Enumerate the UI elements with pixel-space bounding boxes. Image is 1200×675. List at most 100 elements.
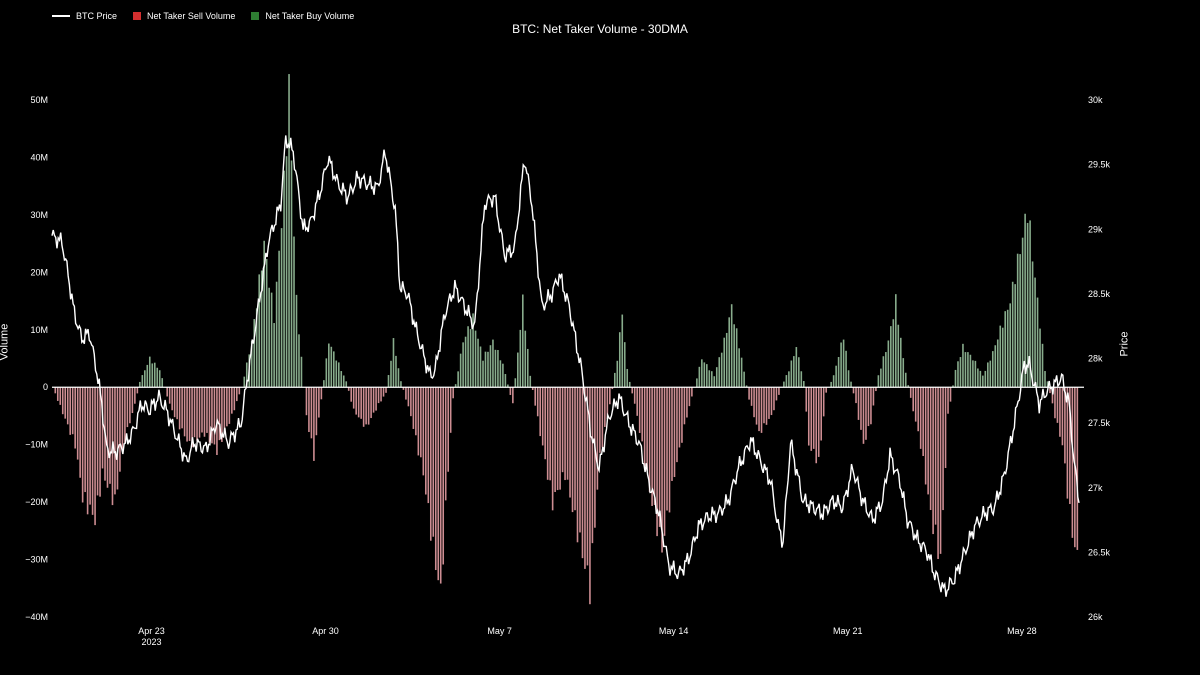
buy-volume-bar (967, 352, 969, 388)
sell-volume-bar (206, 387, 208, 433)
sell-volume-bar (775, 387, 778, 401)
buy-volume-bar (803, 381, 805, 388)
buy-volume-bar (342, 375, 345, 388)
sell-volume-bar (601, 387, 604, 448)
sell-volume-bar (86, 387, 89, 515)
buy-volume-bar (255, 308, 258, 388)
sell-volume-bar (347, 387, 350, 391)
buy-volume-bar (1014, 284, 1016, 388)
sell-volume-bar (372, 387, 375, 413)
buy-volume-bar (718, 357, 721, 388)
buy-volume-bar (395, 355, 397, 388)
sell-volume-bar (126, 387, 129, 428)
legend-item-buy[interactable]: Net Taker Buy Volume (251, 11, 354, 21)
left-axis-tick-label: −20M (25, 497, 48, 507)
buy-volume-bar (253, 319, 256, 388)
sell-volume-bar (116, 387, 119, 490)
sell-volume-bar (131, 387, 134, 414)
buy-volume-bar (1011, 281, 1014, 388)
buy-volume-bar (514, 378, 517, 388)
left-axis-tick-label: 0 (43, 382, 48, 392)
buy-volume-bar (701, 359, 703, 388)
buy-volume-bar (897, 324, 900, 388)
buy-volume-bar (268, 287, 270, 388)
sell-volume-bar (770, 387, 773, 416)
sell-volume-bar (651, 387, 653, 506)
sell-volume-bar (213, 387, 216, 445)
sell-volume-bar (352, 387, 355, 409)
sell-volume-bar (932, 387, 934, 535)
buy-volume-bar (892, 319, 895, 388)
sell-volume-bar (666, 387, 668, 511)
buy-volume-bar (517, 352, 519, 388)
sell-volume-bar (942, 387, 944, 511)
sell-volume-bar (534, 387, 537, 406)
sell-volume-bar (760, 387, 763, 433)
sell-volume-bar (315, 387, 318, 436)
buy-volume-bar (1036, 297, 1039, 388)
x-axis-tick-label: May 28 (1007, 626, 1037, 636)
buy-volume-bar (847, 370, 850, 388)
sell-volume-bar (198, 387, 201, 438)
buy-volume-bar (614, 372, 616, 388)
buy-volume-bar (785, 375, 788, 388)
sell-volume-bar (817, 387, 820, 457)
sell-volume-bar (405, 387, 407, 400)
sell-volume-bar (812, 387, 815, 449)
right-axis-tick-label: 28.5k (1088, 289, 1111, 299)
sell-volume-bar (564, 387, 566, 481)
legend-item-sell[interactable]: Net Taker Sell Volume (133, 11, 235, 21)
chart-title: BTC: Net Taker Volume - 30DMA (512, 22, 688, 36)
sell-volume-bar (686, 387, 688, 418)
sell-volume-bar (1051, 387, 1054, 404)
legend-label-price: BTC Price (76, 11, 118, 21)
sell-volume-bar (546, 387, 549, 480)
buy-volume-bar (148, 356, 151, 388)
x-axis-tick-label: May 14 (659, 626, 689, 636)
buy-volume-bar (158, 370, 161, 388)
sell-volume-bar (589, 387, 591, 605)
sell-volume-bar (596, 387, 599, 490)
sell-volume-bar (415, 387, 417, 436)
sell-volume-bar (579, 387, 581, 533)
buy-volume-bar (469, 329, 472, 388)
buy-volume-bar (499, 360, 502, 388)
buy-volume-bar (524, 330, 527, 388)
buy-volume-bar (837, 357, 840, 388)
buy-volume-bar (964, 352, 967, 388)
buy-volume-bar (974, 360, 977, 388)
sell-volume-bar (449, 387, 452, 433)
buy-volume-bar (845, 350, 847, 388)
buy-volume-bar (275, 281, 278, 388)
sell-volume-bar (218, 387, 221, 441)
sell-volume-bar (402, 387, 405, 390)
legend-swatch-buy (251, 12, 260, 20)
buy-volume-bar (454, 384, 457, 388)
sell-volume-bar (867, 387, 870, 427)
buy-volume-bar (325, 358, 328, 388)
sell-volume-bar (681, 387, 683, 443)
buy-volume-bar (999, 325, 1002, 388)
buy-volume-bar (263, 240, 265, 388)
legend-item-price[interactable]: BTC Price (52, 11, 117, 21)
sell-volume-bar (1054, 387, 1056, 419)
sell-volume-bar (753, 387, 755, 418)
sell-volume-bar (181, 387, 183, 429)
sell-volume-bar (186, 387, 188, 442)
sell-volume-bar (934, 387, 937, 525)
buy-volume-bar (144, 370, 146, 388)
buy-volume-bar (146, 364, 149, 388)
sell-volume-bar (429, 387, 432, 541)
sell-volume-bar (820, 387, 822, 441)
sell-volume-bar (947, 387, 949, 414)
buy-volume-bar (494, 349, 497, 388)
x-axis-tick-label: May 21 (833, 626, 863, 636)
sell-volume-bar (367, 387, 370, 425)
sell-volume-bar (755, 387, 758, 425)
sell-volume-bar (208, 387, 211, 443)
buy-volume-bar (151, 363, 154, 388)
buy-volume-bar (1031, 261, 1034, 388)
buy-volume-bar (984, 370, 987, 388)
sell-volume-bar (633, 387, 636, 404)
buy-volume-bar (273, 323, 275, 388)
